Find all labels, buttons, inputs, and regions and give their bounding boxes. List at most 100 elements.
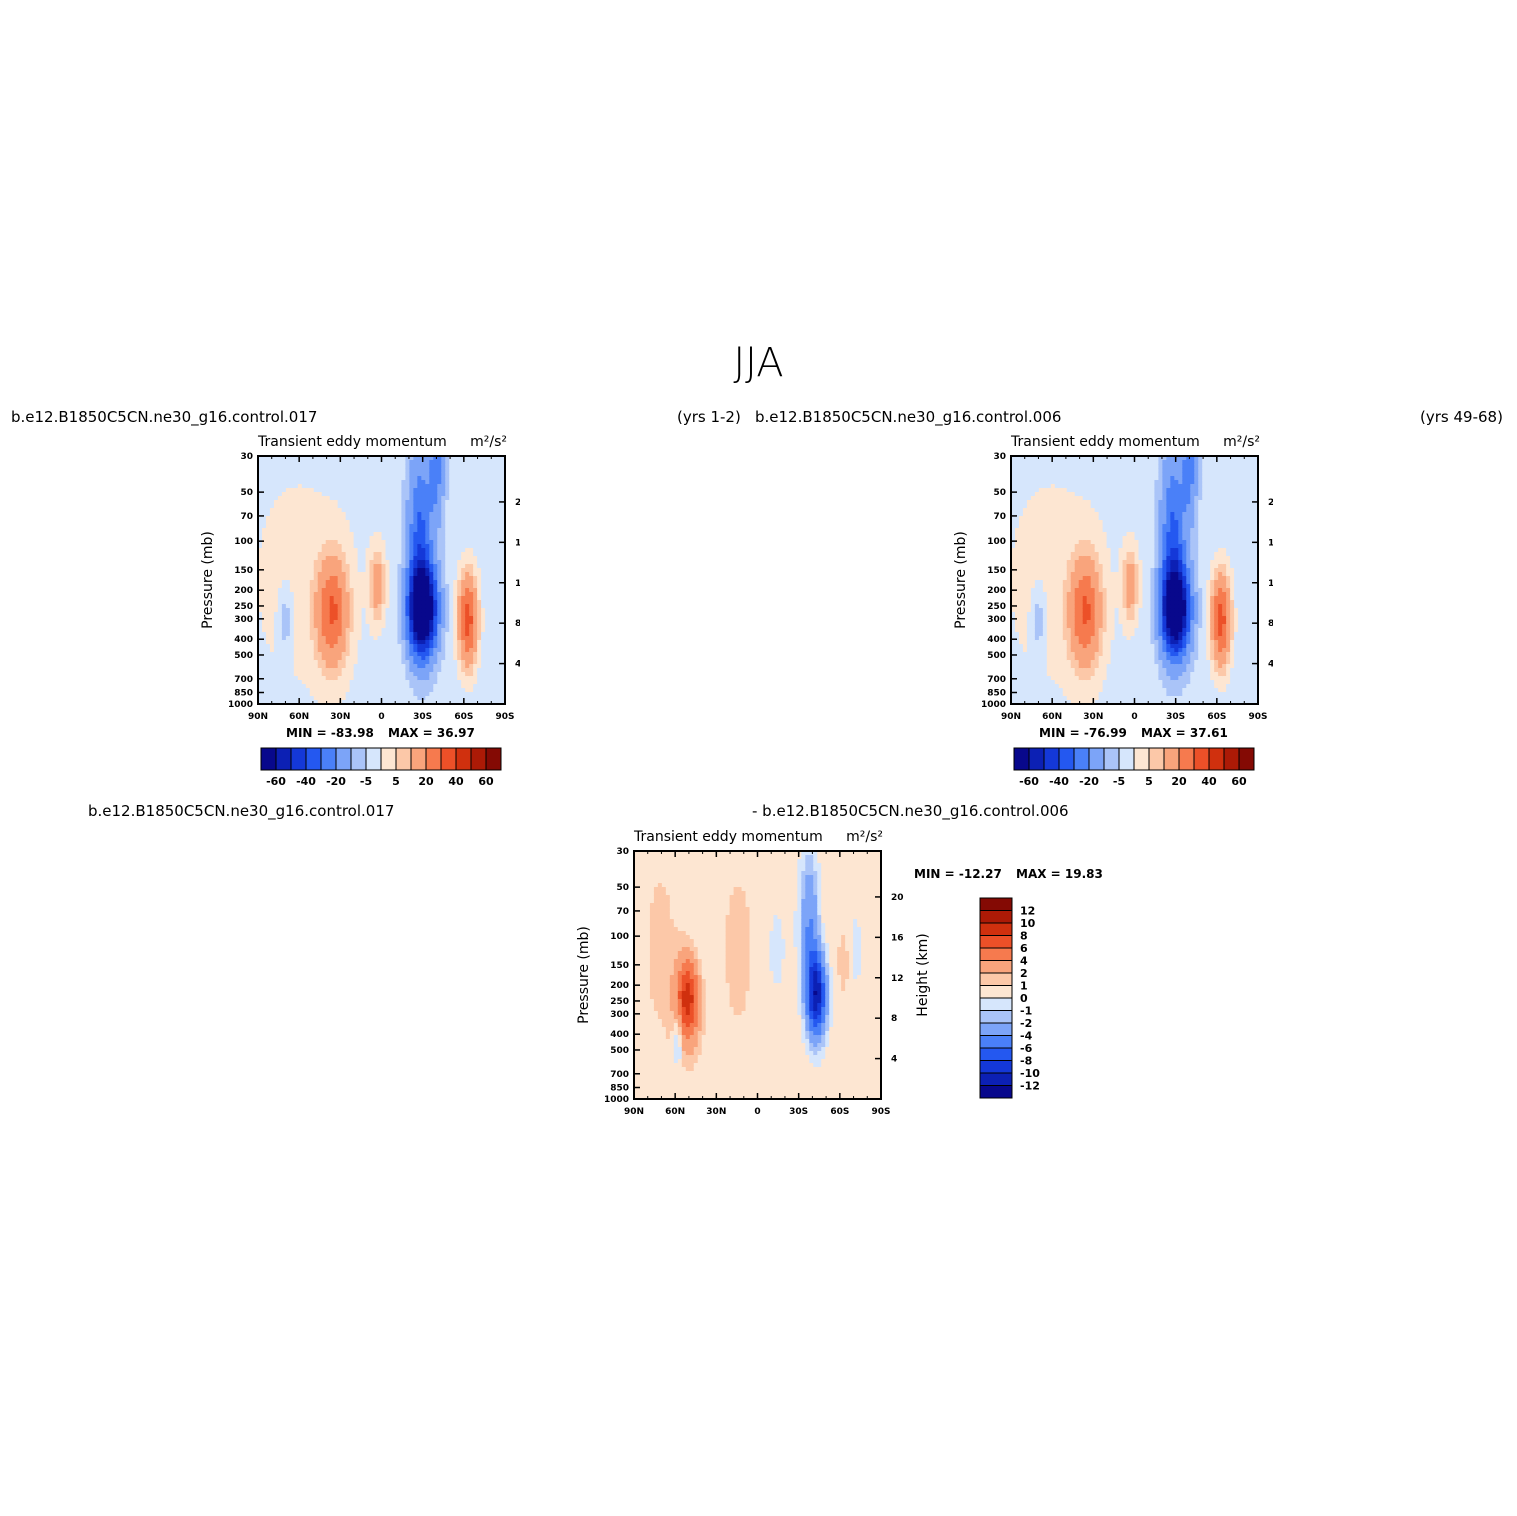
contour-cell (258, 632, 263, 637)
contour-cell (493, 560, 498, 565)
contour-cell (341, 572, 347, 577)
contour-cell (1018, 580, 1024, 585)
contour-cell (409, 672, 414, 677)
contour-cell (1030, 568, 1036, 573)
contour-cell (1046, 476, 1052, 481)
contour-cell (349, 648, 355, 653)
contour-cell (261, 696, 267, 701)
contour-cell (325, 516, 331, 521)
contour-cell (461, 508, 466, 513)
contour-cell (1030, 552, 1036, 557)
contour-cell (277, 460, 283, 465)
contour-cell (1062, 636, 1068, 641)
contour-cell (285, 660, 291, 665)
contour-cell (473, 600, 478, 605)
contour-cell (405, 636, 410, 641)
contour-cell (469, 620, 474, 625)
contour-cell (341, 644, 347, 649)
contour-cell (1014, 484, 1020, 489)
contour-cell (301, 608, 307, 613)
contour-cell (377, 652, 383, 657)
contour-cell (1014, 476, 1020, 481)
contour-cell (377, 692, 383, 697)
contour-cell (345, 652, 351, 657)
contour-cell (485, 636, 490, 641)
contour-cell (385, 568, 391, 573)
contour-cell (265, 588, 271, 593)
contour-cell (457, 512, 462, 517)
contour-cell (417, 644, 422, 649)
contour-cell (445, 616, 450, 621)
contour-cell (333, 580, 339, 585)
contour-cell (405, 532, 410, 537)
contour-cell (381, 592, 387, 597)
contour-cell (1074, 512, 1080, 517)
contour-cell (477, 652, 482, 657)
contour-cell (469, 672, 474, 677)
contour-cell (349, 588, 355, 593)
contour-cell (309, 640, 315, 645)
contour-cell (1042, 504, 1048, 509)
contour-cell (337, 592, 343, 597)
contour-cell (393, 596, 399, 601)
contour-cell (277, 680, 283, 685)
contour-cell (289, 636, 295, 641)
contour-cell (433, 512, 438, 517)
contour-cell (353, 476, 359, 481)
contour-cell (293, 616, 299, 621)
contour-cell (281, 472, 287, 477)
contour-cell (421, 460, 426, 465)
contour-cell (1030, 656, 1036, 661)
contour-cell (449, 480, 454, 485)
contour-cell (497, 616, 502, 621)
contour-cell (397, 528, 403, 533)
contour-cell (345, 624, 351, 629)
contour-cell (501, 528, 506, 533)
contour-cell (285, 496, 291, 501)
contour-cell (461, 564, 466, 569)
contour-cell (445, 572, 450, 577)
contour-cell (465, 664, 470, 669)
contour-cell (405, 684, 410, 689)
contour-cell (453, 568, 458, 573)
contour-cell (1026, 528, 1032, 533)
contour-cell (393, 668, 399, 673)
contour-cell (1046, 664, 1052, 669)
contour-cell (389, 700, 395, 705)
contour-cell (397, 664, 403, 669)
contour-cell (309, 496, 315, 501)
contour-cell (349, 600, 355, 605)
contour-cell (481, 556, 486, 561)
contour-cell (465, 700, 470, 705)
contour-cell (421, 652, 426, 657)
contour-cell (457, 644, 462, 649)
contour-cell (261, 492, 267, 497)
contour-cell (1018, 552, 1024, 557)
contour-cell (409, 456, 414, 461)
contour-cell (1042, 456, 1048, 461)
contour-cell (413, 480, 418, 485)
contour-cell (1062, 604, 1068, 609)
contour-cell (429, 516, 434, 521)
contour-cell (349, 624, 355, 629)
contour-cell (449, 564, 454, 569)
contour-cell (1018, 492, 1024, 497)
contour-cell (1042, 668, 1048, 673)
contour-cell (1034, 628, 1040, 633)
contour-cell (361, 492, 367, 497)
contour-cell (401, 508, 406, 513)
contour-cell (437, 624, 442, 629)
contour-cell (445, 624, 450, 629)
contour-cell (297, 692, 303, 697)
contour-cell (385, 676, 391, 681)
contour-cell (377, 528, 383, 533)
contour-cell (305, 552, 311, 557)
contour-cell (453, 648, 458, 653)
contour-cell (497, 464, 502, 469)
contour-cell (1054, 568, 1060, 573)
contour-cell (389, 596, 395, 601)
contour-cell (473, 500, 478, 505)
contour-cell (417, 472, 422, 477)
contour-cell (425, 596, 430, 601)
contour-cell (297, 580, 303, 585)
